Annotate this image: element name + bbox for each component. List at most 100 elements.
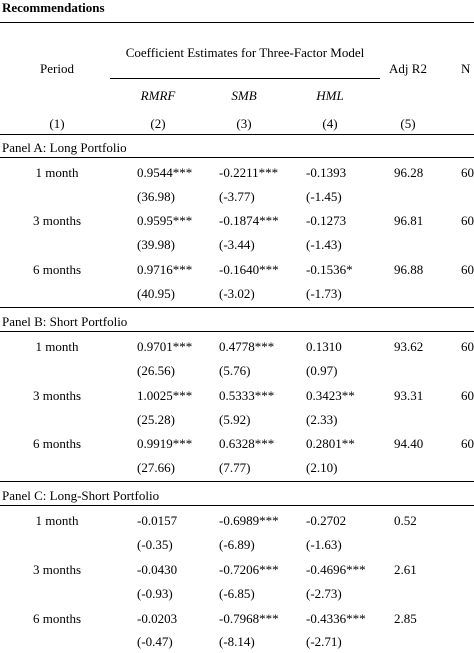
panel-c-row3-hml: -0.4336*** [306, 611, 366, 626]
panel-b-row3-period: 6 months [32, 436, 82, 451]
panel-c-row1-rmrf: -0.0157 [137, 513, 178, 528]
panel-b-row2-rmrf: 1.0025*** [137, 388, 193, 403]
panel-a-row2-hml: -0.1273 [306, 213, 347, 228]
panel-a-row1-smb-t: (-3.77) [219, 189, 255, 204]
panel-b-row3-hml: 0.2801** [306, 436, 355, 451]
header-period: Period [40, 61, 74, 76]
panel-b-row1-hml: 0.1310 [306, 339, 342, 354]
panel-b-row3-n: 60 [461, 436, 474, 451]
panel-c-label: Panel C: Long-Short Portfolio [2, 488, 160, 503]
panel-a-row1-hml: -0.1393 [306, 165, 347, 180]
panel-a-row1-hml-t: (-1.45) [306, 189, 342, 204]
panel-a-row2-rmrf: 0.9595*** [137, 213, 193, 228]
column-number-5: (5) [400, 116, 416, 131]
panel-a-row2-period: 3 months [32, 213, 82, 228]
panel-a-row2-n: 60 [461, 213, 474, 228]
panel-b-row1-adj-r2: 93.62 [394, 339, 424, 354]
panel-c-row2-adj-r2: 2.61 [394, 562, 417, 577]
panel-a-row2-smb: -0.1874*** [219, 213, 279, 228]
panel-c-row2-smb-t: (-6.85) [219, 586, 255, 601]
panel-c-row3-hml-t: (-2.71) [306, 634, 342, 649]
panel-c-row1-smb-t: (-6.89) [219, 537, 255, 552]
panel-c-row1-rmrf-t: (-0.35) [137, 537, 173, 552]
panel-b-bottom-rule [0, 481, 474, 482]
header-adj-r2: Adj R2 [389, 61, 427, 76]
panel-a-rule [0, 157, 474, 158]
panel-a-row3-smb-t: (-3.02) [219, 286, 255, 301]
panel-c-row1-period: 1 month [35, 513, 79, 528]
panel-b-row3-rmrf: 0.9919*** [137, 436, 193, 451]
panel-c-row2-period: 3 months [32, 562, 82, 577]
panel-b-row3-adj-r2: 94.40 [394, 436, 424, 451]
panel-b-row2-hml: 0.3423** [306, 388, 355, 403]
header-group-rule [110, 78, 380, 79]
panel-a-row3-n: 60 [461, 262, 474, 277]
panel-c-row3-rmrf-t: (-0.47) [137, 634, 173, 649]
panel-b-row1-period: 1 month [35, 339, 79, 354]
panel-a-row1-rmrf-t: (36.98) [137, 189, 175, 204]
panel-a-row1-rmrf: 0.9544*** [137, 165, 193, 180]
panel-b-row1-rmrf: 0.9701*** [137, 339, 193, 354]
panel-a-row3-rmrf: 0.9716*** [137, 262, 193, 277]
panel-a-bottom-rule [0, 307, 474, 308]
header-rmrf: RMRF [140, 88, 176, 103]
panel-c-row2-smb: -0.7206*** [219, 562, 279, 577]
column-number-1: (1) [49, 116, 65, 131]
panel-b-row3-rmrf-t: (27.66) [137, 460, 175, 475]
column-number-3: (3) [236, 116, 252, 131]
panel-b-row1-smb-t: (5.76) [219, 363, 251, 378]
panel-a-row3-rmrf-t: (40.95) [137, 286, 175, 301]
panel-b-row2-hml-t: (2.33) [306, 412, 338, 427]
panel-b-row3-smb-t: (7.77) [219, 460, 251, 475]
panel-b-row3-smb: 0.6328*** [219, 436, 275, 451]
panel-c-row3-adj-r2: 2.85 [394, 611, 417, 626]
panel-b-row1-n: 60 [461, 339, 474, 354]
header-coefficient-group: Coefficient Estimates for Three-Factor M… [125, 45, 365, 60]
panel-a-row3-period: 6 months [32, 262, 82, 277]
panel-a-row1-period: 1 month [35, 165, 79, 180]
panel-c-row2-rmrf: -0.0430 [137, 562, 178, 577]
column-number-4: (4) [322, 116, 338, 131]
panel-c-row1-hml-t: (-1.63) [306, 537, 342, 552]
header-smb: SMB [231, 88, 257, 103]
panel-a-row1-n: 60 [461, 165, 474, 180]
panel-c-row2-hml-t: (-2.73) [306, 586, 342, 601]
panel-b-label: Panel B: Short Portfolio [2, 314, 128, 329]
panel-a-row1-smb: -0.2211*** [219, 165, 279, 180]
table-title: Recommendations [2, 0, 105, 15]
panel-b-row1-smb: 0.4778*** [219, 339, 275, 354]
panel-a-row3-smb: -0.1640*** [219, 262, 279, 277]
panel-a-row2-adj-r2: 96.81 [394, 213, 424, 228]
panel-a-row3-hml-t: (-1.73) [306, 286, 342, 301]
panel-a-row3-adj-r2: 96.88 [394, 262, 424, 277]
panel-a-row2-smb-t: (-3.44) [219, 237, 255, 252]
panel-a-row3-hml: -0.1536* [306, 262, 353, 277]
panel-b-row2-smb-t: (5.92) [219, 412, 251, 427]
panel-a-row2-rmrf-t: (39.98) [137, 237, 175, 252]
panel-c-row3-period: 6 months [32, 611, 82, 626]
panel-c-row1-adj-r2: 0.52 [394, 513, 417, 528]
panel-c-row2-rmrf-t: (-0.93) [137, 586, 173, 601]
panel-b-row2-adj-r2: 93.31 [394, 388, 424, 403]
panel-c-rule [0, 505, 474, 506]
panel-b-rule [0, 331, 474, 332]
panel-c-row1-smb: -0.6989*** [219, 513, 279, 528]
panel-b-row2-smb: 0.5333*** [219, 388, 275, 403]
header-n: N [461, 61, 471, 76]
panel-b-row2-rmrf-t: (25.28) [137, 412, 175, 427]
panel-c-row3-smb: -0.7968*** [219, 611, 279, 626]
panel-b-row1-hml-t: (0.97) [306, 363, 338, 378]
panel-b-row2-period: 3 months [32, 388, 82, 403]
panel-c-row2-hml: -0.4696*** [306, 562, 366, 577]
panel-b-row2-n: 60 [461, 388, 474, 403]
header-bottom-rule [0, 134, 474, 135]
panel-a-label: Panel A: Long Portfolio [2, 140, 127, 155]
header-hml: HML [316, 88, 344, 103]
column-number-2: (2) [150, 116, 166, 131]
panel-c-row3-rmrf: -0.0203 [137, 611, 178, 626]
panel-c-row1-hml: -0.2702 [306, 513, 347, 528]
panel-b-row1-rmrf-t: (26.56) [137, 363, 175, 378]
panel-a-row1-adj-r2: 96.28 [394, 165, 424, 180]
table-top-rule [0, 22, 474, 23]
panel-b-row3-hml-t: (2.10) [306, 460, 338, 475]
